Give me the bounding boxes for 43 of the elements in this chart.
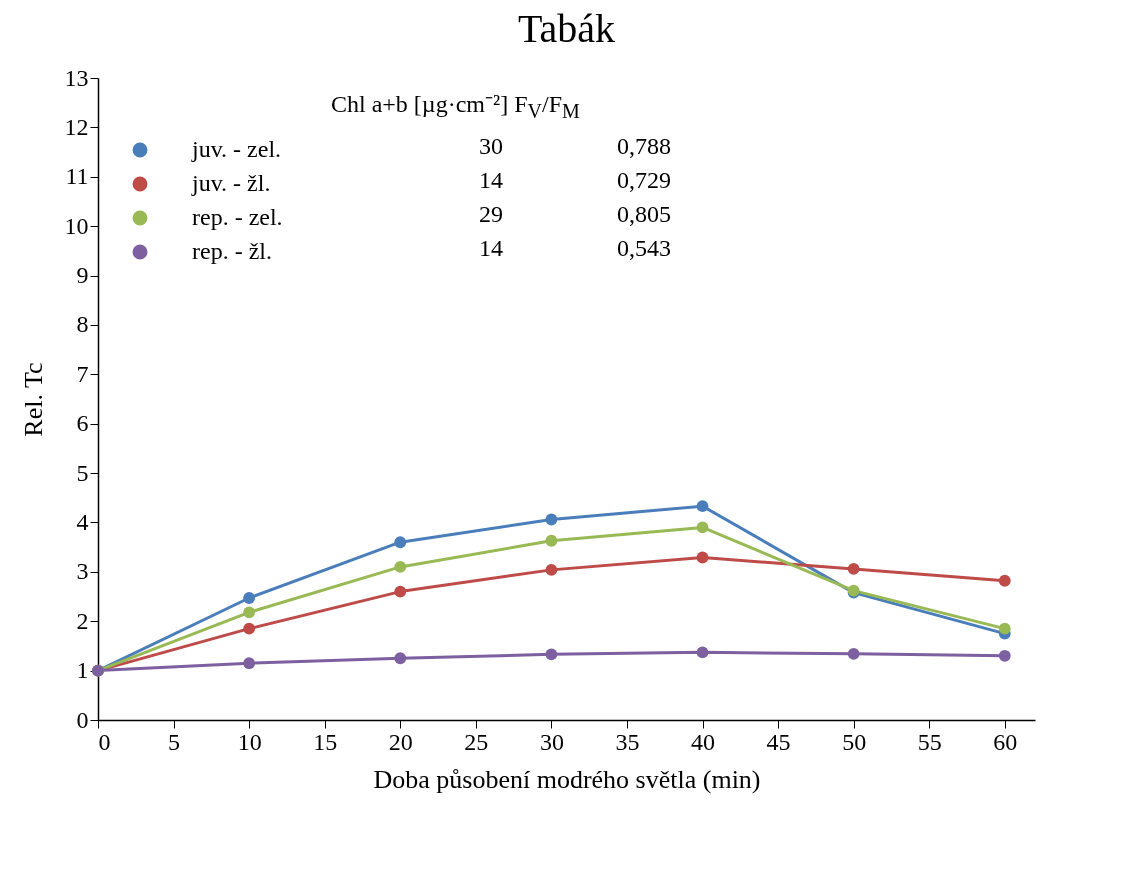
x-tick-label: 30 — [539, 728, 564, 755]
x-tick-label: 15 — [313, 728, 338, 755]
y-tick-label: 7 — [76, 360, 89, 387]
annotation: 0,805 — [616, 201, 671, 228]
y-tick-label: 8 — [76, 311, 89, 338]
x-tick-label: 0 — [98, 728, 111, 755]
y-tick-label: 13 — [64, 64, 89, 91]
x-axis-title: Doba působení modrého světla (min) — [373, 764, 761, 794]
y-tick-label: 9 — [76, 262, 89, 289]
annotation: 0,788 — [616, 133, 671, 160]
y-tick-label: 0 — [76, 706, 89, 733]
annotation: 29 — [478, 201, 503, 228]
x-tick-label: 55 — [917, 728, 942, 755]
y-tick-label: 4 — [76, 508, 89, 535]
y-tick-label: 12 — [64, 113, 89, 140]
legend-label: juv. - žl. — [191, 170, 271, 196]
legend-title: Chl a+b [µg·cm⁻²] F$_{V}$/F$_{M}$ — [331, 90, 580, 123]
y-tick-label: 5 — [76, 459, 89, 486]
annotation: 14 — [478, 167, 503, 194]
x-tick-label: 5 — [168, 728, 181, 755]
annotation: 30 — [478, 133, 503, 160]
x-tick-label: 35 — [615, 728, 640, 755]
x-tick-label: 20 — [388, 728, 413, 755]
y-tick-label: 10 — [64, 212, 89, 239]
y-tick-label: 2 — [76, 607, 89, 634]
y-tick-label: 1 — [76, 657, 89, 684]
legend-label: juv. - zel. — [191, 136, 282, 162]
y-tick-label: 6 — [76, 410, 89, 437]
x-tick-label: 45 — [766, 728, 791, 755]
x-tick-label: 50 — [842, 728, 867, 755]
y-tick-label: 11 — [65, 163, 89, 190]
y-axis-title: Rel. Tc — [18, 362, 48, 437]
annotation: 14 — [478, 235, 503, 262]
annotation: 0,543 — [616, 235, 671, 262]
x-tick-label: 40 — [691, 728, 716, 755]
x-tick-label: 10 — [237, 728, 262, 755]
legend-label: rep. - žl. — [192, 238, 272, 264]
chart-title: Tabák — [517, 6, 616, 51]
legend-label: rep. - zel. — [192, 204, 283, 230]
annotation: 0,729 — [616, 167, 671, 194]
y-tick-label: 3 — [76, 558, 89, 585]
x-tick-label: 60 — [993, 728, 1018, 755]
x-tick-label: 25 — [464, 728, 489, 755]
